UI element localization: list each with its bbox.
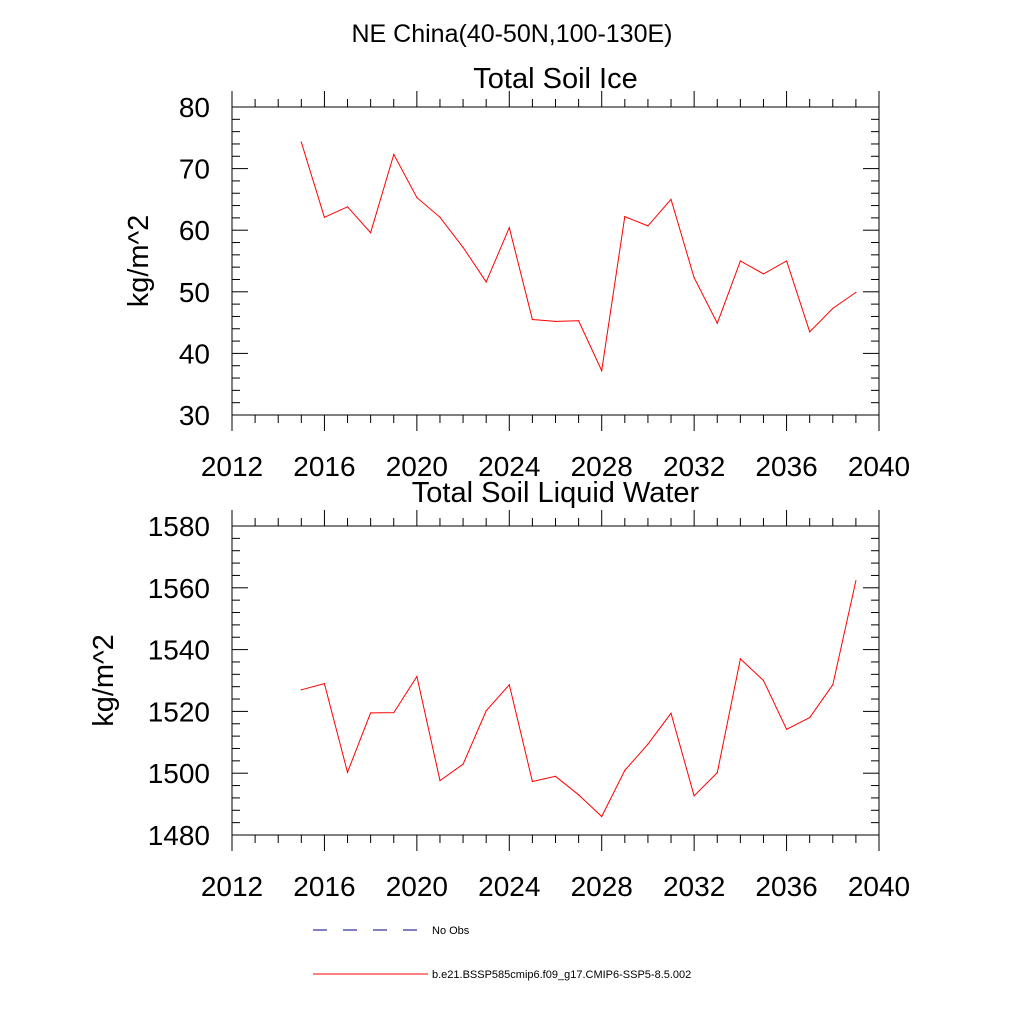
data-point <box>624 216 626 218</box>
data-point <box>647 743 649 745</box>
legend-label-no-obs: No Obs <box>432 925 470 937</box>
data-point <box>439 216 441 218</box>
data-point <box>346 206 349 208</box>
data-point <box>762 679 765 682</box>
data-point <box>716 322 718 324</box>
plot-frame <box>231 525 880 836</box>
figure-suptitle: NE China(40-50N,100-130E) <box>351 20 672 48</box>
data-point <box>393 153 395 156</box>
series-line <box>300 141 857 373</box>
data-point <box>601 815 603 818</box>
data-point <box>855 291 857 294</box>
data-point <box>300 141 302 143</box>
x-tick-label: 2036 <box>755 451 817 482</box>
y-tick-label: 30 <box>179 400 210 431</box>
x-tick-label: 2016 <box>293 451 355 482</box>
data-point <box>462 246 464 249</box>
y-tick-label: 1480 <box>148 820 210 851</box>
data-point <box>485 281 487 283</box>
data-point <box>346 771 349 773</box>
y-tick-label: 60 <box>179 215 210 246</box>
data-point <box>832 684 834 686</box>
y-tick-label: 1580 <box>148 511 210 542</box>
data-point <box>485 710 487 712</box>
data-point <box>554 320 557 322</box>
x-tick-label: 2032 <box>663 451 725 482</box>
data-point <box>601 370 603 372</box>
data-point <box>370 232 372 234</box>
x-tick-label: 2012 <box>201 451 263 482</box>
y-tick-label: 50 <box>179 277 210 308</box>
data-point <box>370 712 372 714</box>
data-point <box>739 260 741 262</box>
data-point <box>462 763 464 765</box>
data-point <box>739 658 741 660</box>
data-point <box>323 682 326 685</box>
x-tick-label: 2040 <box>848 871 910 902</box>
y-tick-label: 1540 <box>148 635 210 666</box>
data-point <box>809 331 811 333</box>
x-tick-label: 2020 <box>386 871 448 902</box>
data-point <box>531 318 533 321</box>
y-axis-label: kg/m^2 <box>88 634 120 727</box>
data-point <box>300 689 302 691</box>
panel-total-soil-ice: 2012 2016 2020 2024 2028 2032 2036 2040 30 40 50 60… <box>123 63 910 482</box>
series-line <box>301 580 857 818</box>
x-tick-label: 2040 <box>848 451 910 482</box>
data-point <box>554 775 557 777</box>
x-tick-label: 2028 <box>571 871 633 902</box>
plot-frame <box>231 106 880 416</box>
panel-title: Total Soil Ice <box>473 63 637 95</box>
y-axis-label: kg/m^2 <box>123 215 155 308</box>
data-point <box>855 580 857 582</box>
data-point <box>809 716 811 719</box>
data-point <box>578 320 580 322</box>
data-point <box>508 227 510 229</box>
x-tick-label: 2036 <box>755 871 817 902</box>
y-tick-label: 70 <box>179 154 210 185</box>
data-point <box>393 712 395 714</box>
panel-total-soil-liquid-water: 2012 2016 2020 2024 2028 2032 2036 2040 1480 1500… <box>88 477 910 902</box>
data-point <box>693 277 695 279</box>
x-tick-label: 2032 <box>663 871 725 902</box>
data-point <box>762 273 765 275</box>
data-point <box>670 712 672 714</box>
x-tick-label: 2024 <box>478 451 540 482</box>
data-point <box>531 780 533 783</box>
x-tick-label: 2028 <box>571 451 633 482</box>
data-point <box>832 307 834 310</box>
data-point <box>508 684 510 686</box>
y-tick-label: 1520 <box>148 696 210 727</box>
data-point <box>578 794 580 796</box>
data-point <box>716 771 718 774</box>
y-tick-label: 80 <box>179 92 210 123</box>
x-tick-label: 2012 <box>201 871 263 902</box>
data-point <box>416 675 418 678</box>
data-point <box>647 225 649 227</box>
data-point <box>670 198 672 200</box>
y-tick-label: 1500 <box>148 758 210 789</box>
y-tick-label: 40 <box>179 338 210 369</box>
data-point <box>624 769 626 772</box>
data-point <box>416 196 418 199</box>
data-point <box>439 780 441 782</box>
x-tick-label: 2020 <box>386 451 448 482</box>
x-tick-label: 2016 <box>293 871 355 902</box>
data-point <box>785 728 788 730</box>
x-tick-label: 2024 <box>478 871 540 902</box>
panel-title: Total Soil Liquid Water <box>412 477 700 509</box>
data-point <box>693 795 695 797</box>
data-point <box>323 216 326 218</box>
data-point <box>785 260 788 262</box>
y-tick-label: 1560 <box>148 573 210 604</box>
legend: No Obs b.e21.BSSP585cmip6.f09_g17.CMIP6-… <box>313 925 691 981</box>
legend-label-model: b.e21.BSSP585cmip6.f09_g17.CMIP6-SSP5-8.… <box>432 969 691 981</box>
